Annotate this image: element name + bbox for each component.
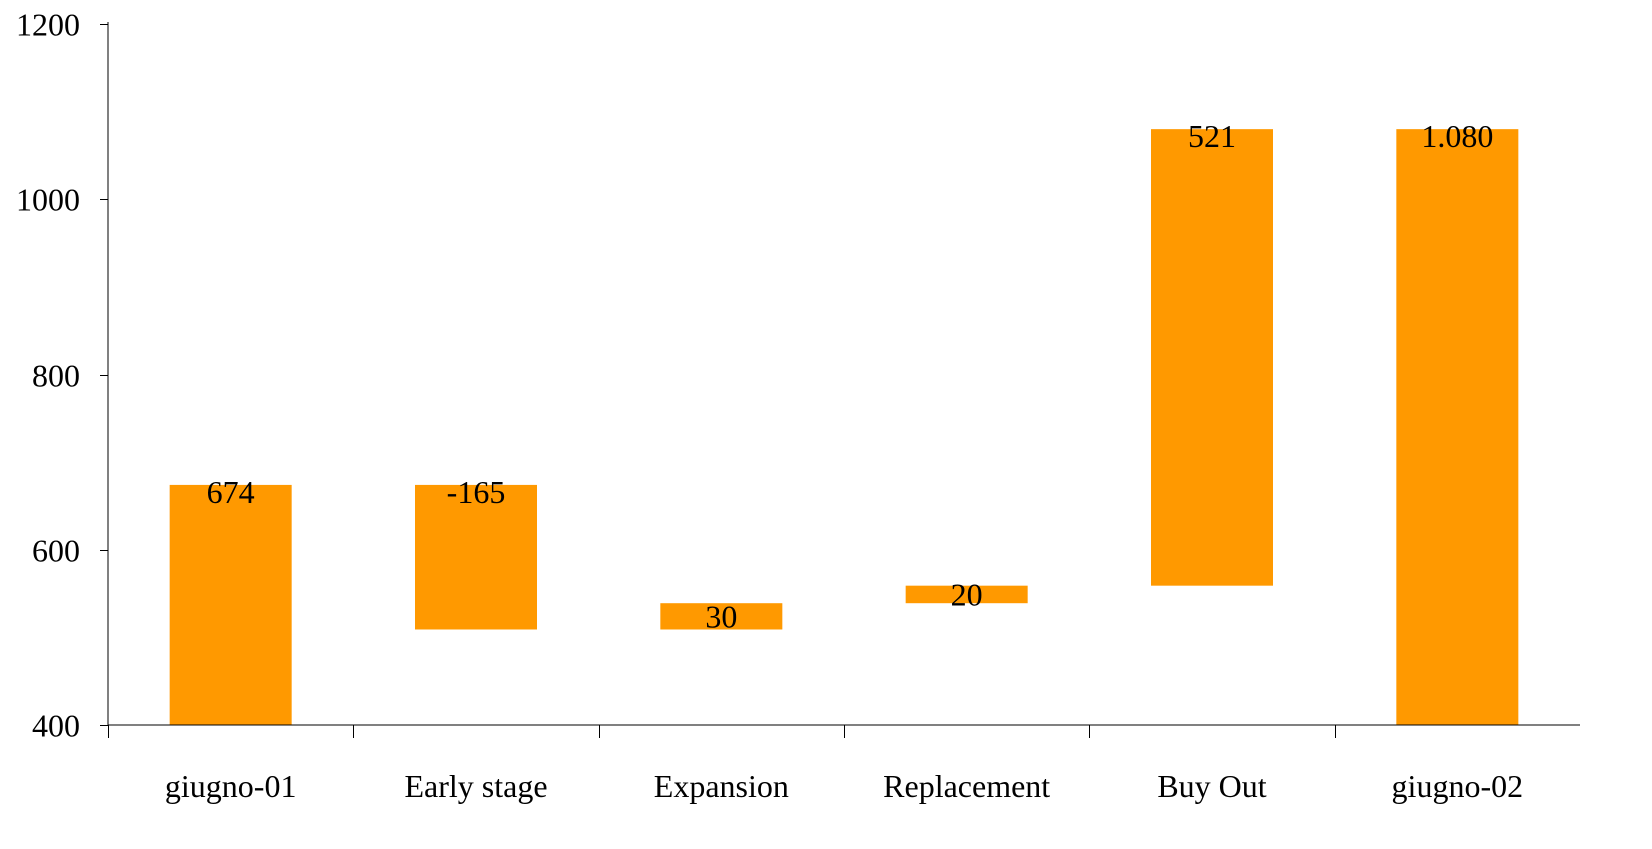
x-tick-label: giugno-02: [1392, 768, 1524, 804]
x-tick-label: Expansion: [654, 768, 789, 804]
bar: [660, 603, 783, 630]
bar: [1151, 129, 1273, 586]
y-tick-label: 1200: [16, 7, 80, 43]
y-tick-label: 800: [32, 358, 80, 394]
data-label: 20: [951, 576, 983, 612]
data-label: 30: [705, 598, 737, 634]
y-axis: 400 600 800 1000 1200: [16, 7, 109, 744]
bar: [169, 484, 292, 725]
data-label: 674: [207, 474, 255, 510]
y-tick-label: 400: [32, 708, 80, 744]
bar: [1396, 129, 1519, 725]
x-tick-label: Early stage: [404, 768, 547, 804]
data-label: 521: [1188, 118, 1236, 154]
x-axis: giugno-01 Early stage Expansion Replacement…: [108, 724, 1580, 804]
bars-group: [169, 129, 1519, 725]
x-tick-label: Buy Out: [1157, 768, 1266, 804]
y-tick-label: 1000: [16, 182, 80, 218]
data-label: -165: [447, 474, 506, 510]
x-tick-label: giugno-01: [165, 768, 297, 804]
data-labels-group: 674 -165 30 20 521 1.080: [207, 118, 1494, 634]
y-tick-label: 600: [32, 533, 80, 569]
x-tick-label: Replacement: [883, 768, 1050, 804]
bar: [905, 585, 1028, 604]
data-label: 1.080: [1421, 118, 1493, 154]
bar: [415, 484, 537, 630]
